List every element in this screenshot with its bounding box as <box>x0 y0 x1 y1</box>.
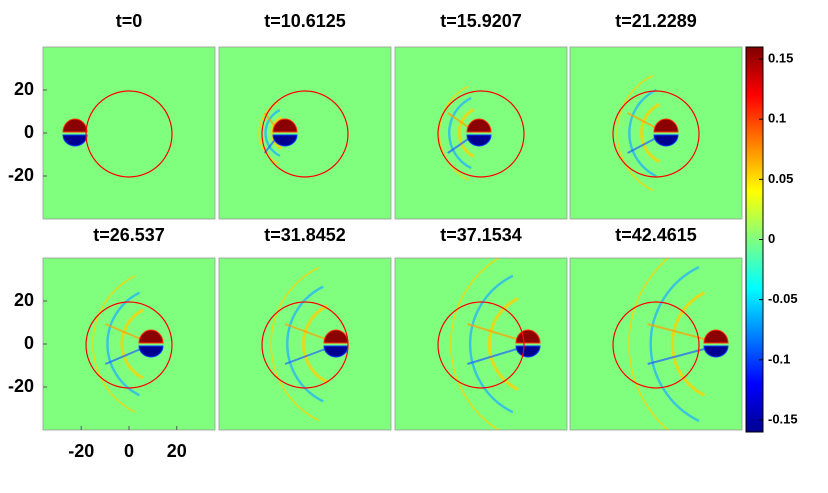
wake <box>627 136 659 154</box>
wake <box>438 85 469 181</box>
panel-frame <box>218 257 392 431</box>
vortex-positive <box>653 118 679 133</box>
panel-title: t=0 <box>116 11 143 31</box>
colorbar-tick-label: 0.1 <box>768 111 786 126</box>
wake <box>627 112 659 130</box>
heatmap-panel <box>570 47 742 219</box>
domain-circle <box>437 90 525 178</box>
vortex-positive <box>138 329 164 344</box>
domain-circle <box>612 301 700 389</box>
panel <box>43 47 215 219</box>
wake <box>457 108 475 158</box>
heatmap-panel <box>570 258 742 430</box>
panel-title: t=26.537 <box>93 225 165 245</box>
panel-title: t=42.4615 <box>615 225 697 245</box>
panel-title: t=31.8452 <box>264 225 346 245</box>
wake <box>647 347 709 365</box>
y-tick-label: 20 <box>14 290 34 310</box>
y-tick-label: -20 <box>8 376 34 396</box>
panel <box>219 47 391 219</box>
wake <box>649 265 700 423</box>
wake <box>301 304 329 384</box>
panel-title: t=15.9207 <box>440 11 522 31</box>
panel-frame <box>394 257 568 431</box>
wake <box>467 323 521 341</box>
wake <box>670 291 706 397</box>
panel <box>395 258 567 430</box>
panel-title: t=21.2289 <box>615 11 697 31</box>
panel-title: t=10.6125 <box>264 11 346 31</box>
wake <box>628 258 670 430</box>
panel-frame <box>569 46 743 220</box>
y-tick-label: -20 <box>8 165 34 185</box>
wake <box>264 108 281 158</box>
wake <box>270 266 320 422</box>
colorbar-tick-label: -0.1 <box>768 351 790 366</box>
vortex-negative <box>272 134 298 147</box>
vortex-positive <box>272 118 298 133</box>
colorbar-tick-label: -0.05 <box>768 291 798 306</box>
vortex-negative <box>138 345 164 358</box>
panel <box>43 258 215 430</box>
panel <box>570 258 742 430</box>
colorbar-tick-label: -0.15 <box>768 411 798 426</box>
heatmap-panel <box>43 47 215 219</box>
heatmap-panel <box>43 258 215 430</box>
vortex-positive <box>703 329 729 344</box>
vortex-negative <box>62 134 88 147</box>
y-tick-label: 0 <box>24 122 34 142</box>
wake <box>616 74 654 192</box>
heatmap-panel <box>219 47 391 219</box>
wake <box>270 116 283 150</box>
heatmap-panel <box>395 258 567 430</box>
colorbar-tick-label: 0.15 <box>768 50 793 65</box>
wake <box>120 308 145 380</box>
wake <box>447 136 472 154</box>
domain-circle <box>85 301 173 389</box>
vortex-negative <box>515 345 541 358</box>
wake <box>105 323 144 341</box>
wake <box>628 88 657 178</box>
wake <box>448 96 472 170</box>
panel <box>570 47 742 219</box>
panel-frame <box>218 46 392 220</box>
heatmap-panel <box>395 47 567 219</box>
panel-title: t=37.1534 <box>440 225 522 245</box>
colorbar-tick-label: 0.05 <box>768 171 793 186</box>
wake <box>284 347 329 365</box>
x-tick-label: 20 <box>167 441 187 461</box>
wake <box>447 112 472 130</box>
wake <box>92 274 137 414</box>
vortex-negative <box>703 345 729 358</box>
panel <box>219 258 391 430</box>
vortex-positive <box>466 118 492 133</box>
x-tick-label: 0 <box>124 441 134 461</box>
domain-circle <box>261 90 349 178</box>
panel-frame <box>569 257 743 431</box>
wake <box>284 323 329 341</box>
domain-circle <box>437 301 525 389</box>
wake <box>467 347 521 365</box>
domain-circle <box>85 90 173 178</box>
vortex-negative <box>466 134 492 147</box>
wake <box>105 347 144 365</box>
x-tick-label: -20 <box>68 441 94 461</box>
domain-circle <box>612 90 700 178</box>
wake <box>639 102 661 164</box>
wake <box>450 258 501 430</box>
wake <box>286 285 324 403</box>
colorbar-tick-label: 0 <box>768 231 775 246</box>
y-tick-label: 20 <box>14 79 34 99</box>
vortex-negative <box>653 134 679 147</box>
wake <box>468 274 514 414</box>
panel <box>395 47 567 219</box>
domain-circle <box>261 301 349 389</box>
y-tick-label: 0 <box>24 333 34 353</box>
panel-frame <box>394 46 568 220</box>
